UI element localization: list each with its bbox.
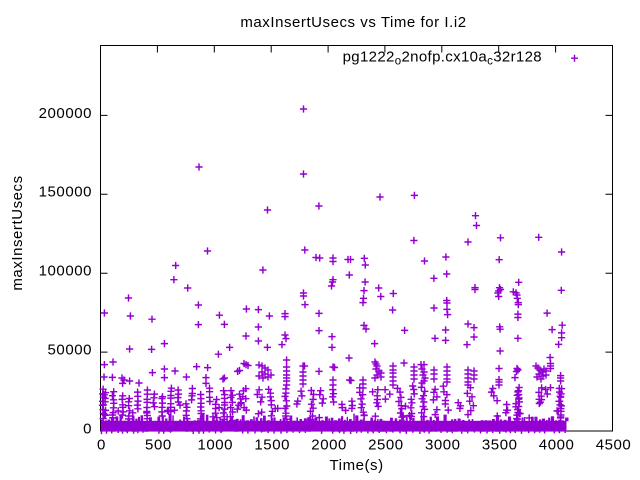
svg-text:Time(s): Time(s) bbox=[330, 457, 384, 474]
svg-text:3500: 3500 bbox=[482, 437, 518, 454]
svg-text:4500: 4500 bbox=[596, 437, 632, 454]
svg-text:1500: 1500 bbox=[254, 437, 290, 454]
svg-text:500: 500 bbox=[145, 437, 172, 454]
svg-text:100000: 100000 bbox=[39, 263, 92, 280]
svg-text:200000: 200000 bbox=[39, 105, 92, 122]
svg-text:150000: 150000 bbox=[39, 184, 92, 201]
svg-text:2000: 2000 bbox=[311, 437, 347, 454]
svg-text:2500: 2500 bbox=[368, 437, 404, 454]
svg-text:3000: 3000 bbox=[425, 437, 461, 454]
svg-text:maxInsertUsecs: maxInsertUsecs bbox=[9, 175, 26, 290]
svg-text:50000: 50000 bbox=[48, 342, 92, 359]
svg-text:1000: 1000 bbox=[198, 437, 234, 454]
svg-text:0: 0 bbox=[83, 420, 92, 437]
svg-text:0: 0 bbox=[97, 437, 106, 454]
svg-text:maxInsertUsecs vs Time for I.i: maxInsertUsecs vs Time for I.i2 bbox=[240, 14, 466, 31]
svg-text:4000: 4000 bbox=[539, 437, 575, 454]
